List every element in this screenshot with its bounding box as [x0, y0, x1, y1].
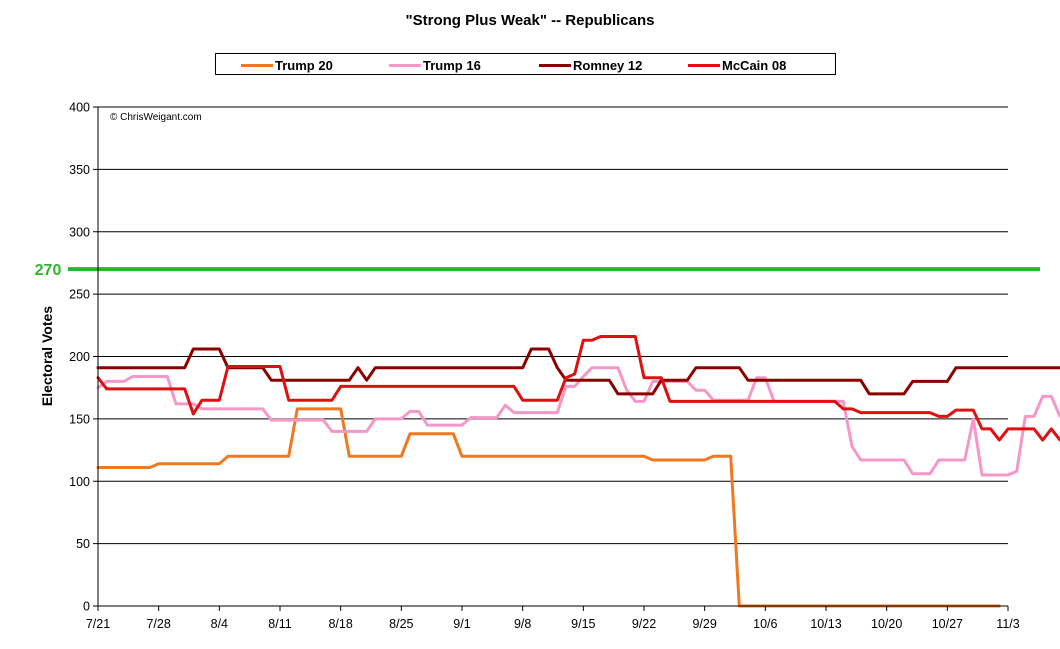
y-tick-label: 100: [69, 475, 90, 489]
x-tick-label: 10/13: [810, 617, 841, 631]
y-axis-label: Electoral Votes: [39, 306, 55, 406]
series-line-mccain-08: [96, 335, 1060, 442]
legend-swatch-mccain-08: [688, 63, 720, 67]
x-tick-label: 7/28: [146, 617, 170, 631]
x-tick-label: 8/11: [268, 617, 291, 631]
x-tick-label: 10/20: [871, 617, 902, 631]
x-tick-label: 10/6: [753, 617, 777, 631]
legend-swatch-romney-12: [539, 63, 571, 67]
x-tick-label: 7/21: [86, 617, 110, 631]
series-line-trump-16: [96, 366, 1060, 477]
x-tick-label: 8/25: [389, 617, 413, 631]
legend-swatch-trump-20: [241, 63, 273, 67]
legend-swatch-trump-16: [389, 63, 421, 67]
x-tick-label: 9/22: [632, 617, 656, 631]
y-tick-label: 350: [69, 163, 90, 177]
y-tick-label: 400: [69, 101, 90, 115]
legend-label: McCain 08: [722, 57, 787, 73]
y-tick-label: 300: [69, 225, 90, 239]
axes: [93, 106, 1009, 611]
x-tick-label: 9/29: [692, 617, 716, 631]
legend-item-mccain-08: McCain 08: [688, 56, 786, 74]
tick-labels: 0 50 100 150 200 250 300 350 400 7/21 7/28 8/4 8/11 8…: [35, 101, 1020, 632]
chart-title: "Strong Plus Weak" -- Republicans: [405, 12, 655, 29]
y-tick-label: 50: [76, 537, 90, 551]
legend: Trump 20 Trump 16 Romney 12 McCain 08: [215, 53, 836, 75]
legend-label: Trump 20: [275, 57, 333, 73]
grid-lines: [98, 106, 1008, 545]
legend-label: Romney 12: [573, 57, 643, 73]
y-tick-label: 0: [83, 600, 90, 614]
x-tick-label: 9/8: [514, 617, 531, 631]
y-tick-label: 200: [69, 350, 90, 364]
series-line-trump-20: [96, 407, 1001, 608]
y-tick-label: 150: [69, 412, 90, 426]
watermark: © ChrisWeigant.com: [110, 112, 202, 123]
x-tick-label: 8/18: [328, 617, 352, 631]
legend-item-trump-20: Trump 20: [241, 56, 333, 74]
legend-label: Trump 16: [423, 57, 481, 73]
legend-item-trump-16: Trump 16: [389, 56, 481, 74]
x-tick-label: 9/1: [453, 617, 470, 631]
x-tick-label: 11/3: [996, 617, 1019, 631]
legend-item-romney-12: Romney 12: [539, 56, 642, 74]
x-tick-label: 10/27: [932, 617, 963, 631]
x-tick-label: 9/15: [571, 617, 595, 631]
y-tick-label: 250: [69, 288, 90, 302]
x-tick-label: 8/4: [211, 617, 228, 631]
threshold-label: 270: [35, 262, 62, 279]
series-lines: [68, 267, 1060, 608]
